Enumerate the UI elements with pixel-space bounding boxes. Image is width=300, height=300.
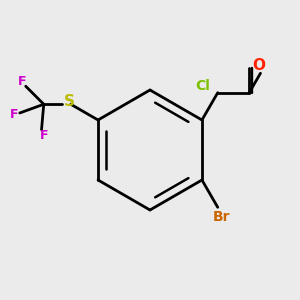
- Text: Cl: Cl: [195, 79, 210, 93]
- Text: F: F: [10, 108, 19, 121]
- Text: F: F: [18, 75, 26, 88]
- Text: O: O: [252, 58, 265, 73]
- Text: S: S: [64, 94, 75, 109]
- Text: Br: Br: [213, 210, 230, 224]
- Text: F: F: [40, 129, 48, 142]
